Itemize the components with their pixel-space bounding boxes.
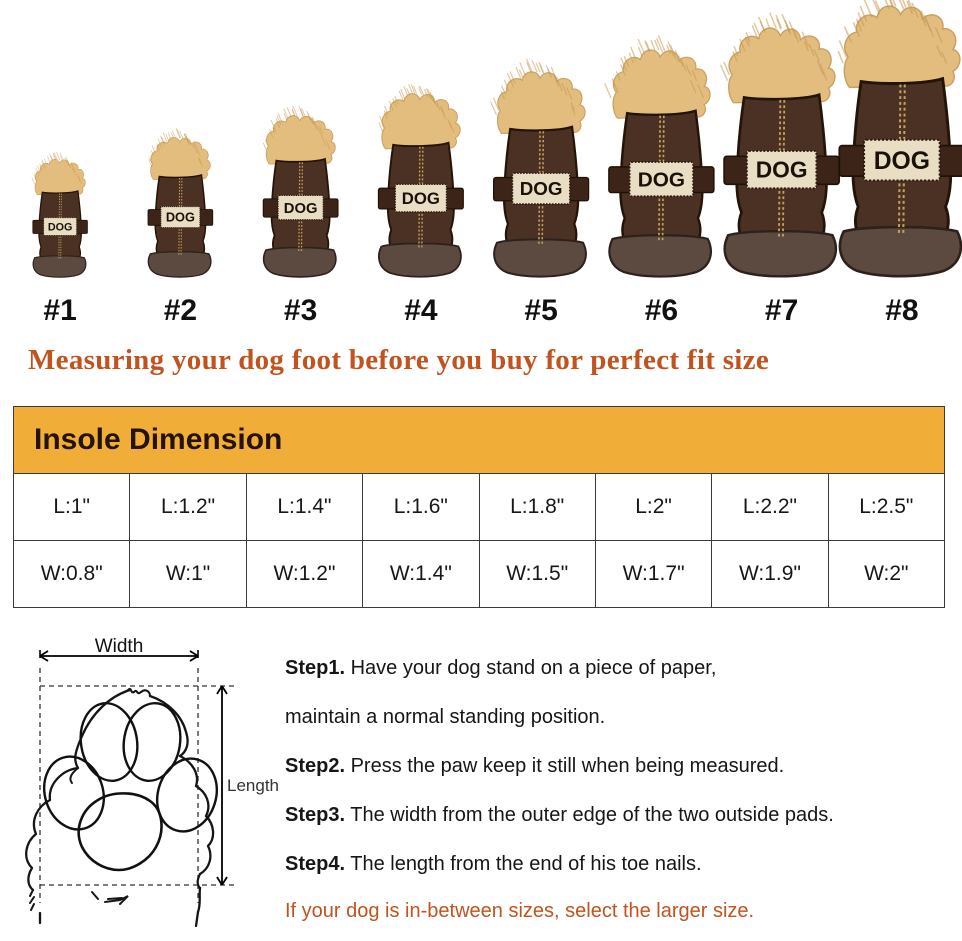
svg-text:DOG: DOG	[874, 148, 930, 175]
svg-text:#2: #2	[164, 294, 197, 327]
svg-text:DOG: DOG	[166, 210, 195, 225]
svg-text:#4: #4	[404, 294, 438, 327]
svg-text:#1: #1	[43, 294, 76, 327]
svg-text:#6: #6	[645, 294, 678, 327]
svg-text:Width: Width	[95, 636, 144, 657]
svg-text:DOG: DOG	[402, 189, 440, 208]
svg-text:DOG: DOG	[756, 157, 808, 183]
svg-text:DOG: DOG	[48, 221, 73, 233]
svg-text:#5: #5	[524, 294, 557, 327]
svg-text:DOG: DOG	[520, 178, 563, 199]
svg-text:DOG: DOG	[638, 168, 685, 191]
svg-text:#7: #7	[765, 294, 798, 327]
svg-text:DOG: DOG	[284, 201, 318, 217]
svg-text:Length: Length	[227, 776, 279, 795]
svg-text:#8: #8	[885, 294, 918, 327]
svg-text:#3: #3	[284, 294, 317, 327]
